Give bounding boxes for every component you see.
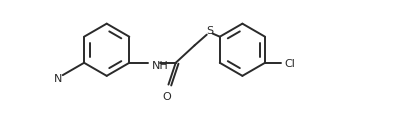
- Text: S: S: [207, 26, 214, 36]
- Text: NH: NH: [152, 61, 168, 70]
- Text: N: N: [54, 73, 62, 83]
- Text: O: O: [163, 91, 172, 101]
- Text: Cl: Cl: [284, 58, 295, 68]
